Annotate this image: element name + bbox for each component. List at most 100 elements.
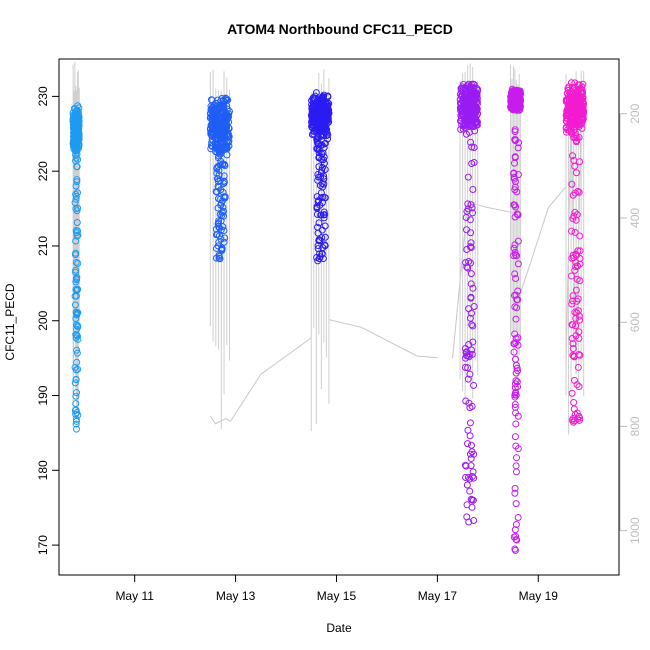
data-point bbox=[469, 338, 477, 346]
data-point bbox=[311, 118, 319, 126]
data-point bbox=[459, 125, 467, 133]
y2-tick-label: 800 bbox=[628, 416, 642, 436]
data-point bbox=[573, 381, 581, 389]
data-point bbox=[513, 188, 521, 196]
data-point bbox=[510, 348, 518, 356]
data-point bbox=[72, 389, 80, 397]
data-point bbox=[221, 122, 229, 130]
data-point bbox=[208, 132, 216, 140]
data-point bbox=[462, 473, 470, 481]
data-point bbox=[315, 219, 323, 227]
data-point bbox=[462, 259, 470, 267]
data-point bbox=[513, 210, 521, 218]
data-point bbox=[577, 87, 585, 95]
data-point bbox=[458, 107, 466, 115]
data-point bbox=[568, 180, 576, 188]
data-point bbox=[72, 314, 80, 322]
data-point bbox=[468, 496, 476, 504]
data-point bbox=[571, 228, 579, 236]
data-point bbox=[72, 321, 80, 329]
data-point bbox=[465, 353, 473, 361]
data-point bbox=[568, 272, 576, 280]
data-point bbox=[466, 216, 474, 224]
data-point bbox=[468, 448, 476, 456]
data-point bbox=[574, 363, 582, 371]
data-point bbox=[511, 484, 519, 492]
data-point bbox=[572, 286, 580, 294]
data-point bbox=[319, 149, 327, 157]
pressure-line bbox=[209, 337, 312, 425]
data-point bbox=[512, 462, 520, 470]
y-tick-label: 180 bbox=[36, 460, 50, 480]
data-point bbox=[566, 90, 574, 98]
data-point bbox=[74, 124, 82, 132]
data-point bbox=[569, 297, 577, 305]
data-point bbox=[464, 173, 472, 181]
data-point bbox=[514, 260, 522, 268]
data-point bbox=[318, 250, 326, 258]
data-point bbox=[511, 241, 519, 249]
data-point bbox=[468, 204, 476, 212]
data-point bbox=[213, 175, 221, 183]
data-point bbox=[72, 195, 80, 203]
data-point bbox=[217, 150, 225, 158]
data-point bbox=[469, 186, 477, 194]
data-point bbox=[218, 130, 226, 138]
data-point bbox=[569, 251, 577, 259]
data-point bbox=[461, 84, 469, 92]
data-point bbox=[71, 132, 79, 140]
data-point bbox=[214, 96, 222, 104]
data-point bbox=[470, 517, 478, 525]
data-point bbox=[575, 412, 583, 420]
data-point bbox=[577, 108, 585, 116]
data-point bbox=[510, 159, 518, 167]
data-point bbox=[568, 227, 576, 235]
data-point bbox=[464, 111, 472, 119]
data-point bbox=[464, 440, 472, 448]
data-point bbox=[570, 353, 578, 361]
data-point bbox=[215, 254, 223, 262]
data-point bbox=[320, 100, 328, 108]
data-point bbox=[317, 211, 325, 219]
data-point bbox=[568, 389, 576, 397]
data-point bbox=[571, 162, 579, 170]
data-point bbox=[314, 229, 322, 237]
data-point bbox=[468, 116, 476, 124]
data-point bbox=[73, 332, 81, 340]
data-point bbox=[569, 415, 577, 423]
data-point bbox=[563, 96, 571, 104]
y-tick-label: 220 bbox=[36, 161, 50, 181]
data-point bbox=[213, 169, 221, 177]
data-point bbox=[321, 233, 329, 241]
data-point bbox=[571, 95, 579, 103]
data-point bbox=[576, 232, 584, 240]
data-point bbox=[322, 99, 330, 107]
data-point bbox=[462, 87, 470, 95]
data-point bbox=[207, 145, 215, 153]
data-point bbox=[516, 103, 524, 111]
data-point bbox=[71, 379, 79, 387]
y-axis-title: CFC11_PECD bbox=[3, 283, 17, 360]
data-point bbox=[509, 87, 517, 95]
data-point bbox=[570, 399, 578, 407]
data-point bbox=[567, 99, 575, 107]
data-point bbox=[512, 95, 520, 103]
data-point bbox=[570, 118, 578, 126]
data-point bbox=[217, 115, 225, 123]
data-point bbox=[464, 473, 472, 481]
data-point bbox=[71, 135, 79, 143]
data-point bbox=[212, 244, 220, 252]
data-point bbox=[511, 99, 519, 107]
data-point bbox=[314, 145, 322, 153]
data-point bbox=[71, 301, 79, 309]
data-point bbox=[73, 189, 81, 197]
data-point bbox=[466, 314, 474, 322]
data-point bbox=[316, 250, 324, 258]
data-point bbox=[324, 110, 332, 118]
data-point bbox=[510, 244, 518, 252]
data-point bbox=[464, 364, 472, 372]
data-point bbox=[73, 346, 81, 354]
data-point bbox=[470, 381, 478, 389]
data-point bbox=[215, 144, 223, 152]
data-point bbox=[512, 274, 520, 282]
